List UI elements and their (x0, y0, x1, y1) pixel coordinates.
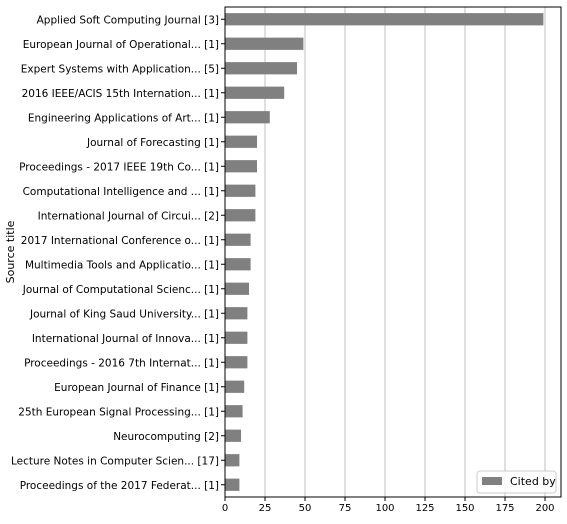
y-tick-label: 25th European Signal Processing... [1] (18, 406, 219, 418)
y-tick-label: International Journal of Innova... [1] (32, 333, 219, 345)
y-tick-label: Proceedings of the 2017 Federat... [1] (20, 480, 219, 492)
y-tick-label: International Journal of Circui... [2] (38, 210, 219, 222)
bar (225, 37, 304, 50)
bar (225, 209, 256, 222)
x-tick-label: 125 (415, 503, 434, 514)
legend-swatch (482, 477, 502, 485)
bar (225, 86, 285, 99)
y-axis-label: Source title (4, 220, 17, 283)
x-tick-label: 0 (222, 503, 228, 514)
plot-frame (224, 6, 562, 498)
bar (225, 380, 245, 393)
x-tick-label: 150 (455, 503, 474, 514)
y-tick-label: European Journal of Finance [1] (54, 382, 219, 394)
y-tick-label: Multimedia Tools and Applicatio... [1] (25, 259, 219, 271)
y-tick-label: Expert Systems with Application... [5] (21, 63, 219, 75)
legend-label: Cited by (510, 475, 556, 488)
y-tick-label: 2017 International Conference o... [1] (21, 235, 219, 247)
x-tick-label: 200 (535, 503, 554, 514)
bar (225, 13, 544, 26)
bar (225, 184, 256, 197)
x-tick-label: 75 (339, 503, 352, 514)
y-tick-label: Proceedings - 2017 IEEE 19th Co... [1] (19, 161, 219, 173)
y-tick-label: Engineering Applications of Art... [1] (28, 112, 219, 124)
x-axis: 0 25 50 75 100 125 150 175 200 (222, 497, 555, 514)
x-tick-label: 175 (495, 503, 514, 514)
legend: Cited by (476, 470, 557, 494)
y-tick-label: Journal of Computational Scienc... [1] (22, 284, 219, 296)
bar (225, 331, 248, 344)
legend-box (476, 470, 557, 494)
x-tick-label: 25 (259, 503, 272, 514)
y-tick-label: Neurocomputing [2] (113, 431, 219, 443)
bar (225, 160, 257, 173)
bar (225, 307, 248, 320)
bar (225, 429, 241, 442)
bar (225, 405, 243, 418)
y-tick-label: Applied Soft Computing Journal [3] (37, 14, 219, 26)
gridlines (224, 7, 546, 497)
y-tick-label: Proceedings - 2016 7th Internat... [1] (24, 357, 219, 369)
bar (225, 111, 270, 124)
bar (225, 478, 240, 491)
y-tick-label: Journal of Forecasting [1] (86, 137, 219, 149)
x-tick-label: 50 (299, 503, 312, 514)
y-tick-label: Journal of King Saud University... [1] (29, 308, 219, 320)
bar (225, 62, 297, 75)
bar (225, 233, 251, 246)
y-tick-label: Computational Intelligence and ... [1] (23, 186, 219, 198)
bar (225, 258, 251, 271)
y-tick-label: 2016 IEEE/ACIS 15th Internation... [1] (22, 88, 219, 100)
bar (225, 135, 257, 148)
y-tick-label: Lecture Notes in Computer Scien... [17] (11, 455, 219, 467)
x-tick-label: 100 (375, 503, 394, 514)
bars (225, 13, 544, 491)
y-tick-label: European Journal of Operational... [1] (23, 39, 219, 51)
bar (225, 356, 248, 369)
bar (225, 282, 249, 295)
bar (225, 454, 240, 467)
y-axis: Applied Soft Computing Journal [3] Europe… (11, 14, 225, 492)
